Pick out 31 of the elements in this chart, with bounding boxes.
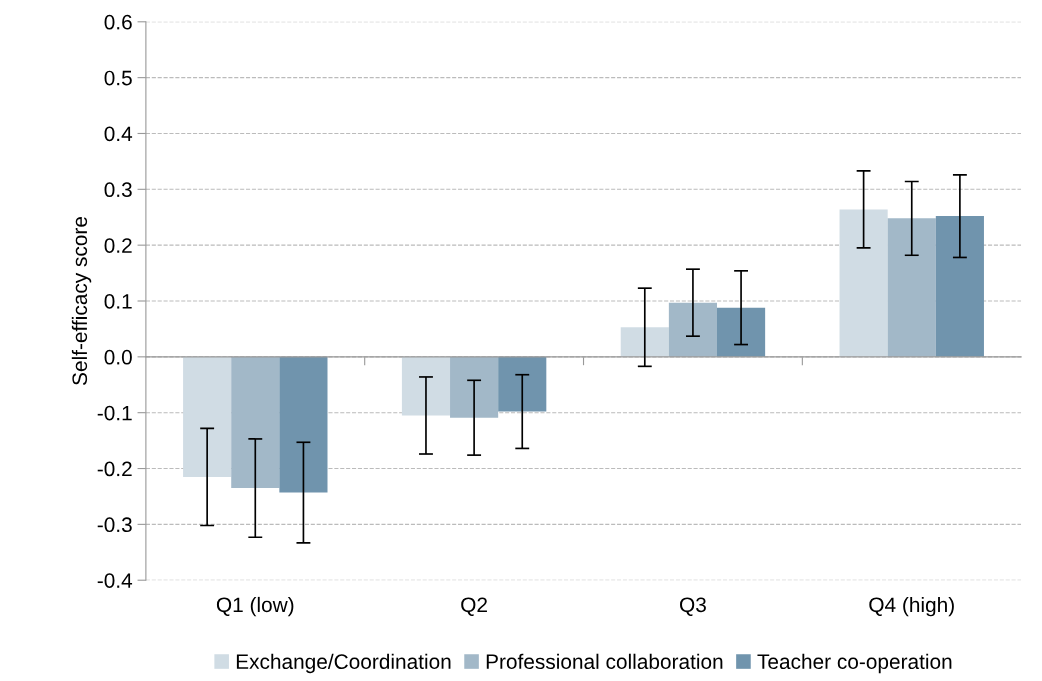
- legend-label: Teacher co-operation: [757, 653, 952, 674]
- bar: [620, 327, 669, 357]
- bar: [498, 356, 547, 412]
- bar: [450, 356, 499, 418]
- x-tick-label: Q4 (high): [869, 596, 954, 617]
- y-tick-label: 0.1: [104, 294, 132, 309]
- bar: [231, 356, 280, 489]
- bar: [935, 216, 984, 357]
- bar: [717, 307, 766, 357]
- bar: [839, 209, 888, 357]
- y-tick-label: 0.6: [104, 14, 132, 30]
- bar: [668, 302, 717, 357]
- bar: [183, 356, 232, 477]
- x-tick-label: Q1 (low): [216, 596, 294, 617]
- y-tick-label: 0.0: [104, 349, 132, 365]
- legend-label: Professional collaboration: [486, 653, 723, 670]
- y-tick-label: -0.1: [97, 405, 132, 421]
- legend-label: Exchange/Coordination: [236, 653, 451, 674]
- y-axis-title: Self-efficacy score: [71, 217, 92, 385]
- y-tick-label: 0.4: [104, 126, 133, 142]
- x-tick-label: Q2: [461, 597, 487, 616]
- y-tick-label: -0.2: [97, 461, 132, 477]
- y-tick-label: -0.4: [97, 573, 133, 588]
- y-tick-label: 0.3: [104, 182, 132, 198]
- y-tick-label: 0.5: [104, 70, 132, 86]
- bar: [401, 356, 451, 416]
- bar: [279, 356, 328, 493]
- y-tick-label: 0.2: [104, 238, 132, 253]
- bar: [887, 218, 936, 357]
- y-tick-label: -0.3: [97, 517, 132, 533]
- x-tick-label: Q3: [680, 597, 706, 616]
